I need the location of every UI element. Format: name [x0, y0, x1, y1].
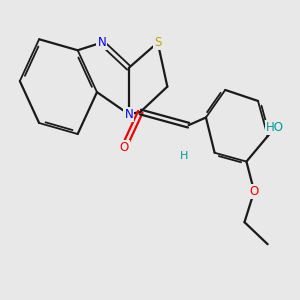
Text: O: O — [119, 141, 129, 154]
Text: HO: HO — [266, 121, 284, 134]
Text: S: S — [154, 36, 161, 49]
Text: N: N — [98, 36, 106, 49]
Text: H: H — [180, 151, 188, 161]
Text: N: N — [124, 108, 133, 121]
Text: O: O — [250, 185, 259, 198]
